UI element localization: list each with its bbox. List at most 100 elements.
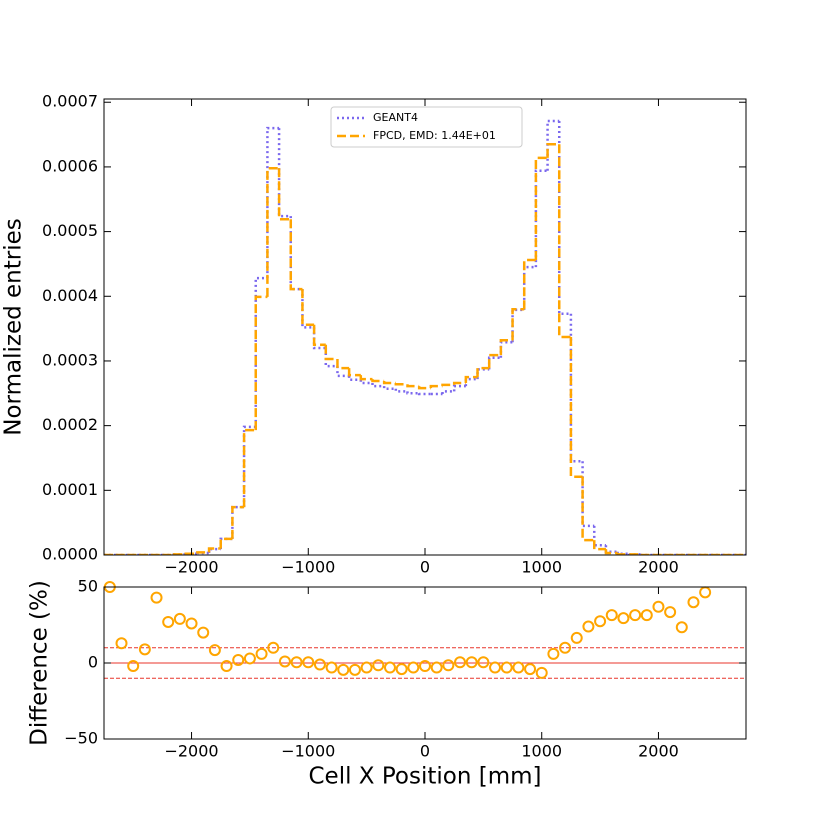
histogram-step	[219, 537, 233, 550]
scatter-point	[605, 609, 618, 622]
histogram-step	[254, 276, 268, 427]
histogram-step	[441, 390, 455, 394]
histogram-step	[581, 476, 595, 542]
scatter-point	[512, 661, 525, 674]
histogram-step	[254, 295, 268, 431]
x-tick-label: −1000	[281, 742, 335, 761]
histogram-step	[289, 219, 303, 291]
scatter-point	[652, 600, 665, 613]
histogram-step	[417, 392, 431, 396]
histogram-step	[487, 353, 501, 369]
y-tick-label: 0.0003	[42, 350, 98, 369]
histogram-step	[499, 339, 513, 356]
y-tick-label: 0.0002	[42, 415, 98, 434]
scatter-point	[255, 647, 268, 660]
scatter-point	[115, 637, 128, 650]
histogram-step	[569, 313, 583, 463]
scatter-point	[127, 660, 140, 673]
scatter-point	[348, 663, 361, 676]
scatter-point	[383, 661, 396, 674]
histogram-step	[347, 368, 361, 377]
scatter-point	[430, 661, 443, 674]
scatter-point	[477, 656, 490, 669]
scatter-point	[640, 609, 653, 622]
histogram-step	[464, 375, 478, 383]
histogram-step	[301, 289, 315, 326]
legend-label: GEANT4	[373, 111, 418, 124]
x-tick-label: 1000	[521, 742, 562, 761]
axes-frame	[103, 586, 747, 740]
histogram-step	[219, 537, 233, 549]
y-tick-label: 0.0001	[42, 480, 98, 499]
histogram-step	[242, 428, 256, 508]
histogram-step	[301, 289, 315, 329]
x-tick-label: −2000	[164, 558, 218, 577]
scatter-point	[500, 661, 513, 674]
x-tick-label: 2000	[638, 742, 679, 761]
scatter-point	[442, 659, 455, 672]
y-tick-label: 0.0000	[42, 545, 98, 564]
scatter-point	[278, 655, 291, 668]
x-axis-label: Cell X Position [mm]	[309, 764, 542, 790]
scatter-point	[547, 647, 560, 660]
y-axis-label: Normalized entries	[1, 218, 27, 435]
histogram-step	[604, 549, 618, 555]
y-tick-label: 0.0007	[42, 92, 98, 111]
scatter-point	[559, 641, 572, 654]
histogram-step	[417, 386, 431, 390]
histogram-step	[557, 144, 571, 339]
scatter-point	[454, 656, 467, 669]
y-tick-label: 0	[88, 653, 98, 672]
scatter-point	[162, 615, 175, 628]
scatter-point	[594, 615, 607, 628]
scatter-point	[150, 591, 163, 604]
scatter-point	[302, 656, 315, 669]
histogram-step	[522, 258, 536, 310]
y-tick-label: 0.0004	[42, 286, 98, 305]
scatter-point	[465, 656, 478, 669]
scatter-point	[407, 661, 420, 674]
scatter-point	[582, 620, 595, 633]
scatter-point	[325, 661, 338, 674]
scatter-point	[232, 653, 245, 666]
histogram-step	[382, 386, 396, 391]
histogram-step	[511, 307, 525, 341]
histogram-step	[336, 359, 350, 370]
axes-frame	[103, 98, 747, 556]
scatter-point	[687, 596, 700, 609]
histogram-step	[394, 388, 408, 393]
scatter-point	[267, 641, 280, 654]
x-tick-label: −2000	[164, 742, 218, 761]
histogram-step	[487, 356, 501, 370]
y-tick-label: −50	[64, 729, 98, 748]
histogram-step	[429, 384, 443, 389]
scatter-point	[138, 643, 151, 656]
scatter-point	[337, 663, 350, 676]
y-axis-label: Difference (%)	[27, 580, 53, 746]
scatter-point	[664, 606, 677, 619]
histogram-step	[616, 553, 630, 555]
plot-area	[104, 647, 746, 679]
histogram-step	[266, 166, 280, 297]
histogram-step	[546, 143, 560, 158]
histogram-step	[371, 379, 385, 383]
histogram-step	[593, 540, 606, 551]
histogram-step	[359, 375, 373, 381]
legend-label: FPCD, EMD: 1.44E+01	[373, 129, 496, 142]
scatter-point	[617, 612, 630, 625]
histogram-step	[324, 344, 338, 361]
scatter-point	[243, 652, 256, 665]
scatter-point	[220, 660, 233, 673]
x-tick-label: −1000	[281, 558, 335, 577]
histogram-step	[406, 384, 420, 388]
histogram-step	[569, 337, 583, 478]
scatter-point	[185, 617, 198, 630]
histogram-step	[382, 381, 396, 385]
y-tick-label: 50	[78, 577, 98, 596]
scatter-point	[675, 621, 688, 634]
x-tick-label: 0	[420, 558, 430, 577]
histogram-step	[452, 384, 466, 392]
histogram-step	[371, 382, 385, 388]
histogram-step	[476, 366, 490, 378]
